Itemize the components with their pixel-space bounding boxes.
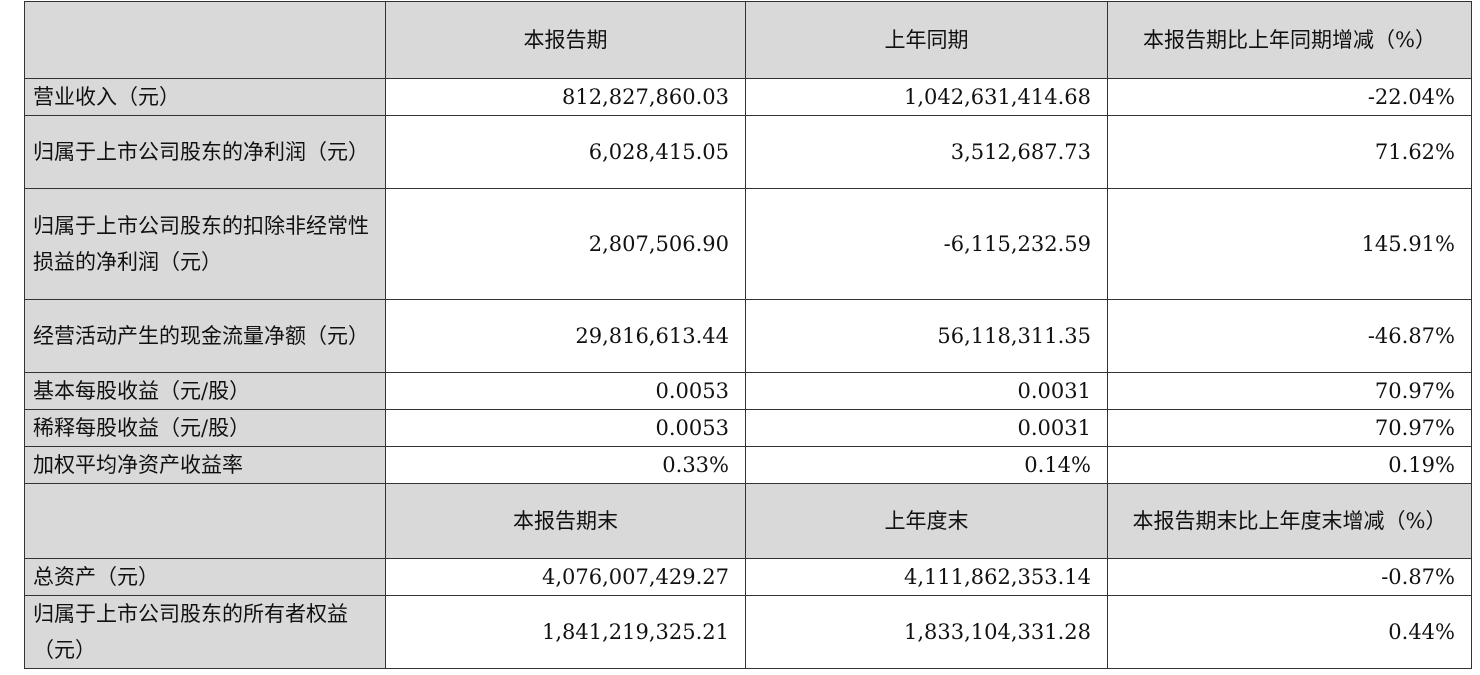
row-label: 归属于上市公司股东的所有者权益（元） bbox=[24, 595, 386, 669]
row-label: 总资产（元） bbox=[24, 558, 386, 596]
column-header: 本报告期比上年同期增减（%） bbox=[1107, 1, 1472, 79]
current-value: 6,028,415.05 bbox=[385, 115, 746, 189]
current-value: 812,827,860.03 bbox=[385, 78, 746, 116]
table-row: 营业收入（元） 812,827,860.03 1,042,631,414.68 -22… bbox=[24, 78, 1472, 116]
change-value: 71.62% bbox=[1107, 115, 1472, 189]
column-header: 上年度末 bbox=[745, 483, 1108, 559]
change-value: -0.87% bbox=[1107, 558, 1472, 596]
table-row: 经营活动产生的现金流量净额（元） 29,816,613.44 56,118,311.… bbox=[24, 299, 1472, 373]
prior-value: 0.0031 bbox=[745, 409, 1108, 447]
column-header: 本报告期末 bbox=[385, 483, 746, 559]
table-row: 加权平均净资产收益率 0.33% 0.14% 0.19% bbox=[24, 446, 1472, 484]
row-label: 营业收入（元） bbox=[24, 78, 386, 116]
row-label: 归属于上市公司股东的净利润（元） bbox=[24, 115, 386, 189]
header-row: 本报告期 上年同期 本报告期比上年同期增减（%） bbox=[24, 1, 1472, 79]
table-row: 基本每股收益（元/股） 0.0053 0.0031 70.97% bbox=[24, 372, 1472, 410]
table-row: 总资产（元） 4,076,007,429.27 4,111,862,353.14 -0… bbox=[24, 558, 1472, 596]
prior-value: 56,118,311.35 bbox=[745, 299, 1108, 373]
change-value: 70.97% bbox=[1107, 372, 1472, 410]
current-value: 4,076,007,429.27 bbox=[385, 558, 746, 596]
row-label: 基本每股收益（元/股） bbox=[24, 372, 386, 410]
current-value: 1,841,219,325.21 bbox=[385, 595, 746, 669]
column-header bbox=[24, 1, 386, 79]
change-value: -46.87% bbox=[1107, 299, 1472, 373]
prior-value: 1,042,631,414.68 bbox=[745, 78, 1108, 116]
current-value: 29,816,613.44 bbox=[385, 299, 746, 373]
current-value: 0.0053 bbox=[385, 372, 746, 410]
row-label: 归属于上市公司股东的扣除非经常性损益的净利润（元） bbox=[24, 188, 386, 300]
prior-value: 3,512,687.73 bbox=[745, 115, 1108, 189]
header-row: 本报告期末 上年度末 本报告期末比上年度末增减（%） bbox=[24, 483, 1472, 559]
change-value: 0.19% bbox=[1107, 446, 1472, 484]
current-value: 0.33% bbox=[385, 446, 746, 484]
prior-value: 4,111,862,353.14 bbox=[745, 558, 1108, 596]
column-header bbox=[24, 483, 386, 559]
change-value: 0.44% bbox=[1107, 595, 1472, 669]
table-row: 归属于上市公司股东的净利润（元） 6,028,415.05 3,512,687.73… bbox=[24, 115, 1472, 189]
financial-summary-table: 本报告期 上年同期 本报告期比上年同期增减（%） 营业收入（元） 812,827,860… bbox=[24, 1, 1472, 669]
prior-value: 0.14% bbox=[745, 446, 1108, 484]
prior-value: 1,833,104,331.28 bbox=[745, 595, 1108, 669]
table-row: 归属于上市公司股东的所有者权益（元） 1,841,219,325.21 1,833,… bbox=[24, 595, 1472, 669]
change-value: 145.91% bbox=[1107, 188, 1472, 300]
current-value: 0.0053 bbox=[385, 409, 746, 447]
row-label: 稀释每股收益（元/股） bbox=[24, 409, 386, 447]
prior-value: 0.0031 bbox=[745, 372, 1108, 410]
row-label: 经营活动产生的现金流量净额（元） bbox=[24, 299, 386, 373]
current-value: 2,807,506.90 bbox=[385, 188, 746, 300]
table-row: 归属于上市公司股东的扣除非经常性损益的净利润（元） 2,807,506.90 -6,… bbox=[24, 188, 1472, 300]
change-value: 70.97% bbox=[1107, 409, 1472, 447]
row-label: 加权平均净资产收益率 bbox=[24, 446, 386, 484]
table-row: 稀释每股收益（元/股） 0.0053 0.0031 70.97% bbox=[24, 409, 1472, 447]
change-value: -22.04% bbox=[1107, 78, 1472, 116]
prior-value: -6,115,232.59 bbox=[745, 188, 1108, 300]
column-header: 本报告期 bbox=[385, 1, 746, 79]
column-header: 上年同期 bbox=[745, 1, 1108, 79]
column-header: 本报告期末比上年度末增减（%） bbox=[1107, 483, 1472, 559]
